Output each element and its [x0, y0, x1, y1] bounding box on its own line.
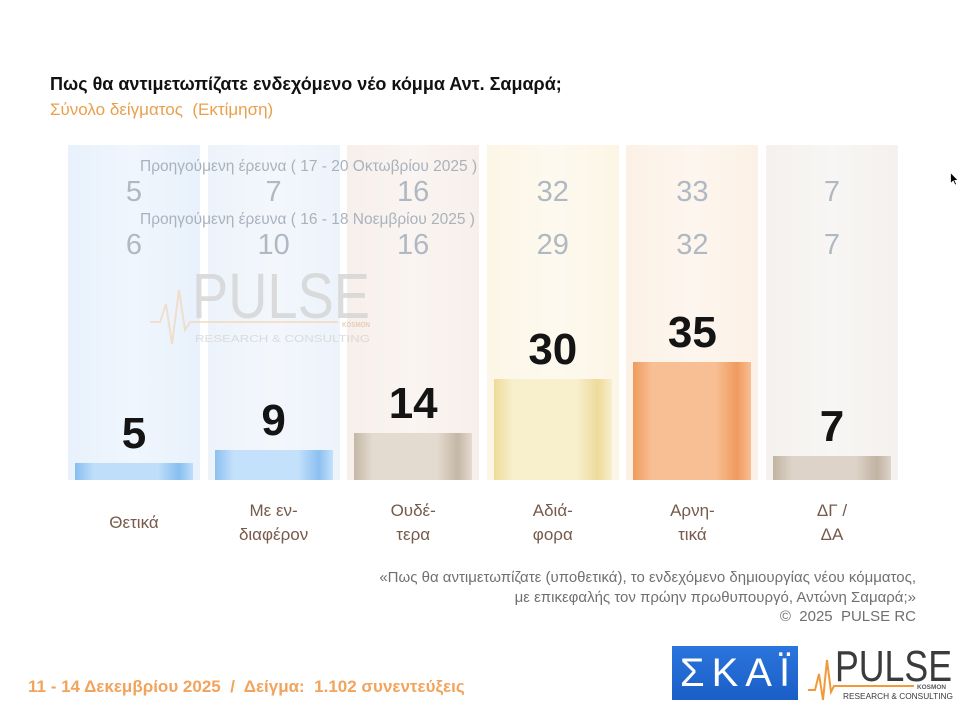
category-label: ΔΓ / ΔΑ: [816, 501, 848, 544]
bar: [214, 449, 333, 480]
previous-value-label: 7: [823, 176, 841, 208]
previous-value-label: 10: [257, 229, 290, 261]
watermark-tagline: RESEARCH & CONSULTING: [195, 333, 370, 345]
watermark-tag: KOSMON: [342, 322, 370, 329]
fieldwork-info: 11 - 14 Δεκεμβρίου 2025 / Δείγμα: 1.102 …: [28, 677, 465, 696]
pulse-watermark: PULSE KOSMON RESEARCH & CONSULTING: [148, 262, 378, 352]
bar-value-label: 35: [667, 308, 717, 358]
previous-value-label: 6: [125, 229, 143, 261]
pulse-line-icon: [808, 659, 914, 701]
previous-value-label: 32: [676, 229, 709, 261]
previous-value-label: 16: [397, 176, 430, 208]
watermark-name: PULSE: [192, 262, 370, 332]
pulse-watermark-graphic: PULSE KOSMON RESEARCH & CONSULTING: [150, 262, 370, 345]
column-background: [68, 145, 200, 480]
previous-survey-label-november: Προηγούμενη έρευνα ( 16 - 18 Νοεμβρίου 2…: [140, 211, 475, 228]
pulse-logo-tagline: RESEARCH & CONSULTING: [843, 691, 953, 701]
mouse-cursor-icon: [950, 172, 959, 186]
pulse-logo-graphic: PULSE KOSMON RESEARCH & CONSULTING: [808, 647, 953, 701]
chart-title: Πως θα αντιμετωπίζατε ενδεχόμενο νέο κόμ…: [50, 74, 562, 94]
footnote-line: με επικεφαλής τον πρώην πρωθυπουργό, Αντ…: [514, 588, 916, 606]
question-footnote: «Πως θα αντιμετωπίζατε (υποθετικά), το ε…: [379, 568, 916, 627]
skai-logo: ΣΚΑΪ: [672, 646, 798, 700]
bar-value-label: 5: [121, 409, 147, 459]
category-label: Με εν- διαφέρον: [238, 501, 309, 544]
bar: [633, 362, 752, 480]
column-background: [347, 145, 480, 480]
previous-value-label: 7: [823, 229, 841, 261]
bar-value-label: 30: [528, 324, 578, 374]
footnote-line: «Πως θα αντιμετωπίζατε (υποθετικά), το ε…: [379, 569, 916, 586]
previous-value-label: 32: [536, 176, 569, 208]
bar: [354, 432, 473, 480]
category-label: Αρνη- τικά: [670, 501, 715, 544]
previous-value-label: 33: [676, 176, 709, 208]
column-background: [766, 145, 898, 480]
category-label: Ουδέ- τερα: [390, 501, 436, 544]
previous-value-label: 29: [536, 229, 569, 261]
category-label: Αδιά- φορα: [532, 501, 573, 544]
previous-survey-label-october: Προηγούμενη έρευνα ( 17 - 20 Οκτωβρίου 2…: [140, 158, 478, 175]
bar-value-label: 9: [261, 395, 286, 445]
previous-value-label: 7: [265, 176, 282, 208]
bar: [773, 456, 891, 480]
pulse-logo: PULSE KOSMON RESEARCH & CONSULTING: [806, 647, 956, 703]
bar-value-label: 7: [819, 402, 845, 452]
chart-subtitle: Σύνολο δείγματος (Εκτίμηση): [50, 100, 274, 119]
copyright: © 2025 PULSE RC: [779, 608, 916, 625]
pulse-logo-name: PULSE: [835, 647, 952, 691]
bar-value-label: 14: [388, 378, 438, 428]
category-label: Θετικά: [109, 513, 159, 532]
pulse-line-icon: [150, 289, 338, 345]
skai-logo-text: ΣΚΑΪ: [679, 651, 798, 695]
previous-value-label: 16: [397, 229, 430, 261]
bar: [75, 463, 193, 480]
bar: [493, 378, 612, 480]
pulse-logo-tag: KOSMON: [917, 685, 946, 691]
column-background: [207, 145, 340, 480]
previous-value-label: 5: [125, 176, 143, 208]
